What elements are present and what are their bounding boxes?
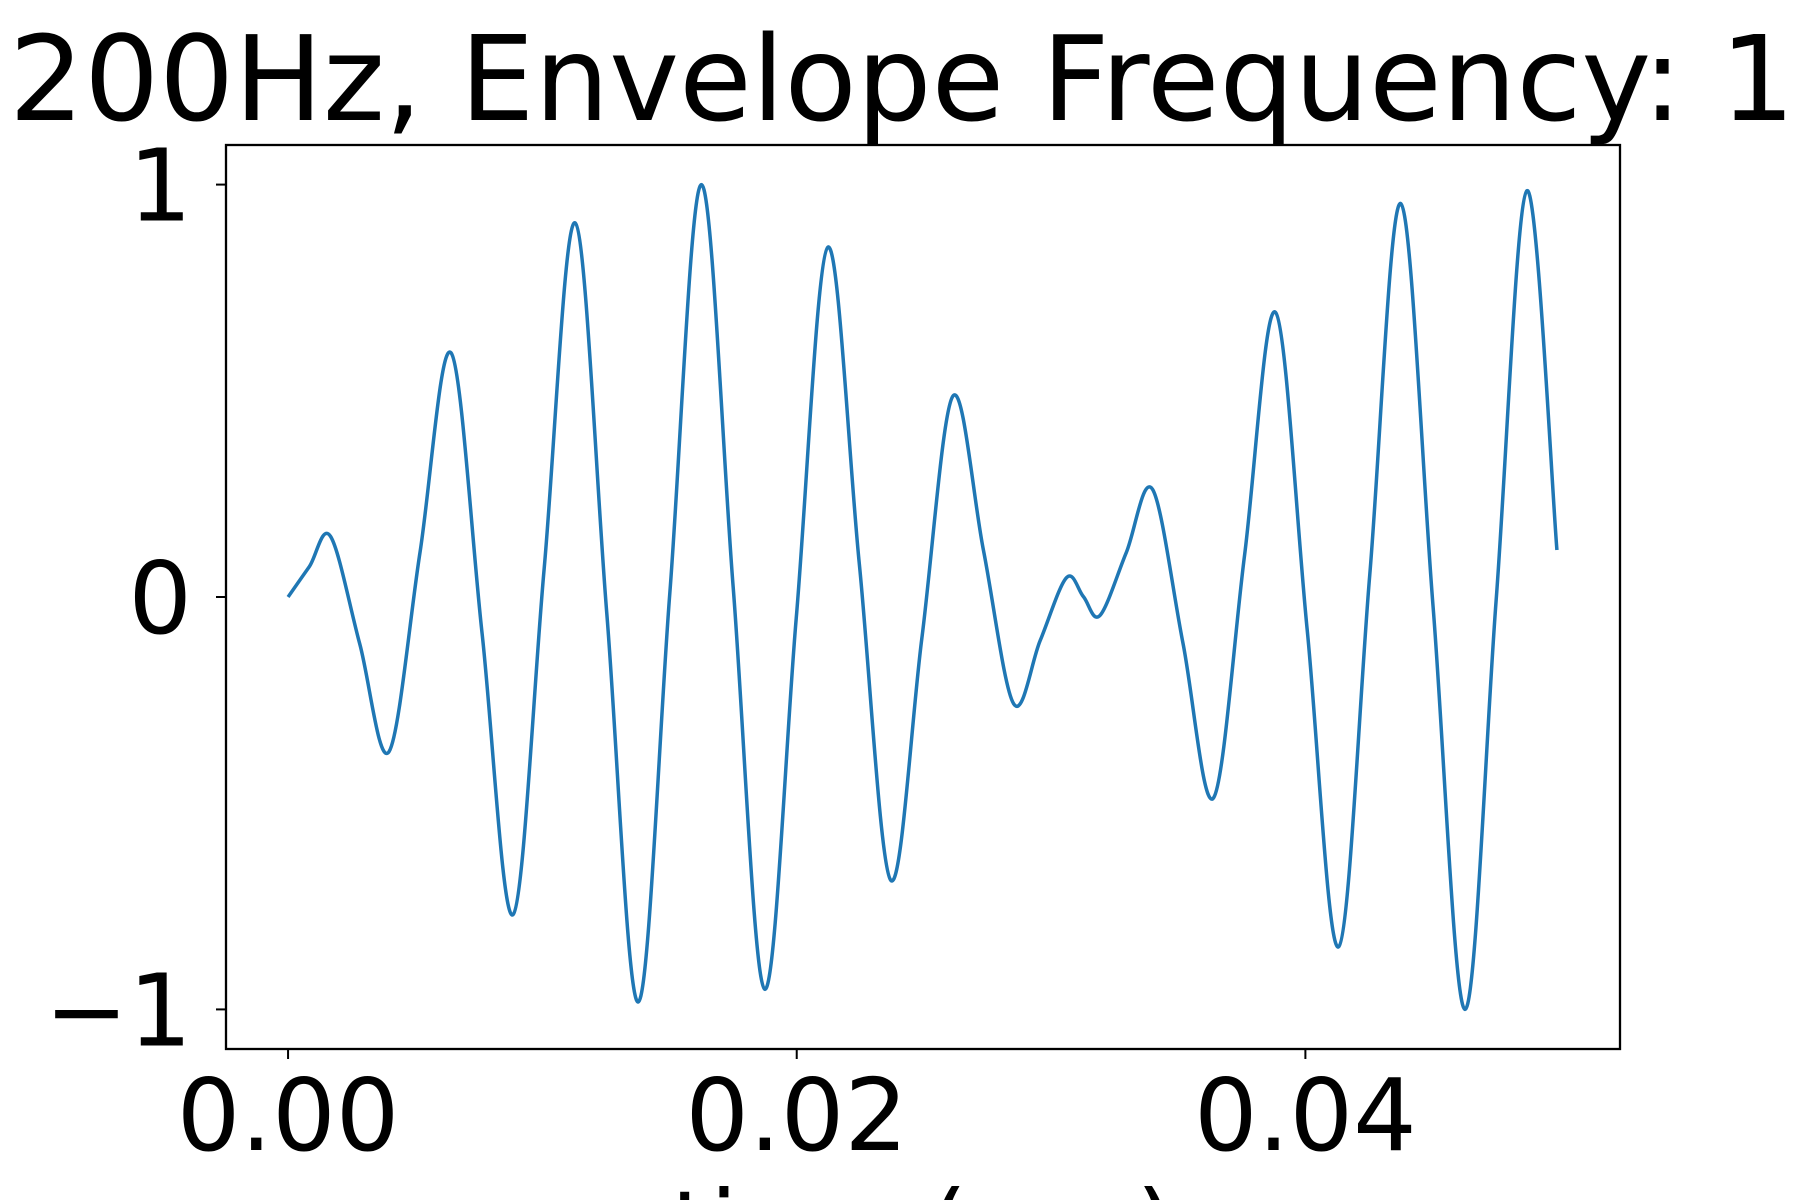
x-tick-label: 0.02	[685, 1057, 908, 1174]
y-tick-label: −1	[45, 952, 192, 1069]
line-series	[286, 182, 1559, 1012]
x-tick-label: 0.00	[177, 1057, 400, 1174]
plot-frame	[224, 143, 1622, 1051]
y-tick-label: 1	[128, 128, 192, 245]
x-axis-label: time (sec)	[671, 1169, 1175, 1200]
x-tick-label: 0.04	[1194, 1057, 1417, 1174]
y-tick-label: 0	[128, 540, 192, 657]
chart-title: 200Hz, Envelope Frequency: 16	[9, 10, 1800, 148]
